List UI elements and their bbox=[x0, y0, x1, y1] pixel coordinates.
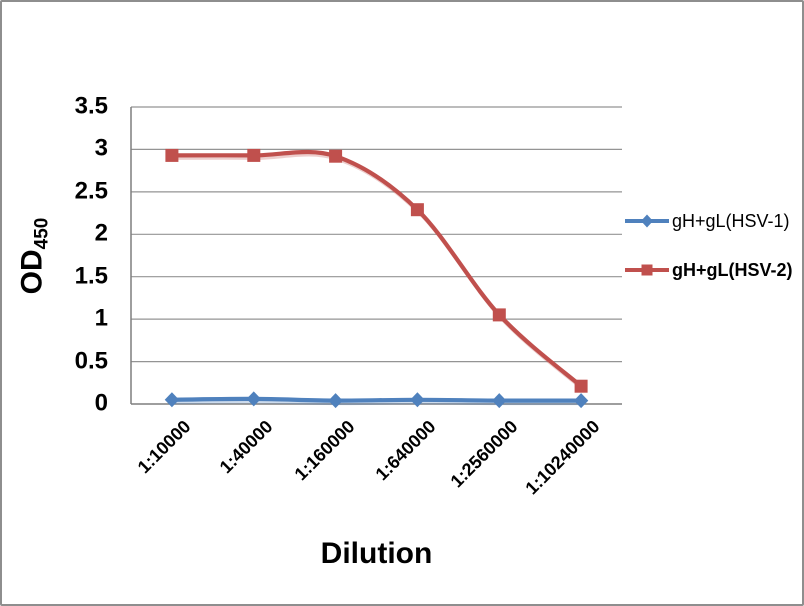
series-line-shadow bbox=[171, 399, 585, 406]
y-axis-title-text: OD450 bbox=[15, 217, 53, 294]
y-axis-title-subscript: 450 bbox=[31, 217, 53, 249]
legend-square-marker-icon bbox=[625, 264, 669, 276]
data-point-marker-diamond bbox=[164, 392, 180, 408]
series-line-1 bbox=[169, 396, 584, 403]
y-axis-title: OD450 bbox=[10, 107, 58, 404]
x-axis-title: Dilution bbox=[320, 537, 433, 570]
legend-marker-diamond bbox=[641, 214, 653, 228]
legend-item: gH+gL(HSV-2) bbox=[624, 257, 793, 283]
legend: gH+gL(HSV-1) gH+gL(HSV-2) bbox=[624, 208, 793, 306]
data-point-marker-square bbox=[492, 308, 506, 322]
legend-label: gH+gL(HSV-2) bbox=[672, 260, 793, 280]
series-line-2 bbox=[169, 149, 584, 389]
legend-marker-square bbox=[641, 264, 653, 276]
data-point-marker-square bbox=[410, 203, 424, 217]
y-axis-title-main: OD bbox=[15, 248, 49, 294]
data-point-marker-diamond bbox=[573, 393, 589, 409]
data-point-marker-square bbox=[165, 148, 179, 162]
data-point-marker-square bbox=[574, 379, 588, 393]
data-point-marker-square bbox=[329, 149, 343, 163]
legend-item: gH+gL(HSV-1) bbox=[624, 208, 793, 234]
series-line-shadow bbox=[171, 152, 585, 391]
data-point-marker-diamond bbox=[246, 391, 261, 407]
legend-label: gH+gL(HSV-1) bbox=[672, 211, 790, 231]
data-point-marker-diamond bbox=[328, 393, 343, 409]
data-point-marker-diamond bbox=[492, 393, 507, 409]
legend-diamond-marker-icon bbox=[625, 214, 669, 228]
data-point-marker-diamond bbox=[410, 392, 425, 408]
data-point-marker-square bbox=[247, 148, 261, 162]
